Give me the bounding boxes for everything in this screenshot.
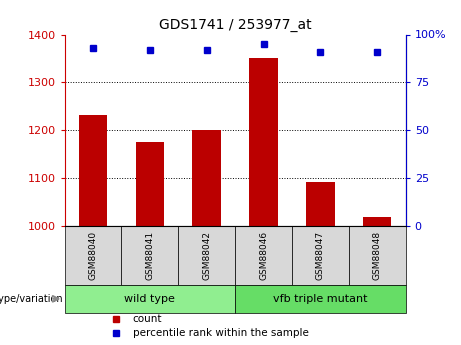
Bar <box>235 226 292 285</box>
Text: GSM88048: GSM88048 <box>373 231 382 280</box>
Text: percentile rank within the sample: percentile rank within the sample <box>133 328 309 338</box>
Bar <box>79 115 107 226</box>
Bar <box>121 226 178 285</box>
Text: vfb triple mutant: vfb triple mutant <box>273 294 367 304</box>
Text: GSM88046: GSM88046 <box>259 231 268 280</box>
Text: GSM88047: GSM88047 <box>316 231 325 280</box>
Text: GSM88042: GSM88042 <box>202 231 211 280</box>
Title: GDS1741 / 253977_at: GDS1741 / 253977_at <box>159 18 312 32</box>
Bar <box>235 285 406 313</box>
Bar <box>136 142 164 226</box>
Bar <box>193 130 221 226</box>
Text: GSM88041: GSM88041 <box>145 231 154 280</box>
Text: count: count <box>133 314 162 324</box>
Text: genotype/variation: genotype/variation <box>0 294 64 304</box>
Text: GSM88040: GSM88040 <box>89 231 97 280</box>
Bar <box>306 181 335 226</box>
Bar <box>178 226 235 285</box>
Bar <box>65 285 235 313</box>
Bar <box>349 226 406 285</box>
Bar <box>65 226 121 285</box>
Bar <box>363 217 391 226</box>
Bar <box>292 226 349 285</box>
Text: wild type: wild type <box>124 294 175 304</box>
Bar <box>249 58 278 226</box>
